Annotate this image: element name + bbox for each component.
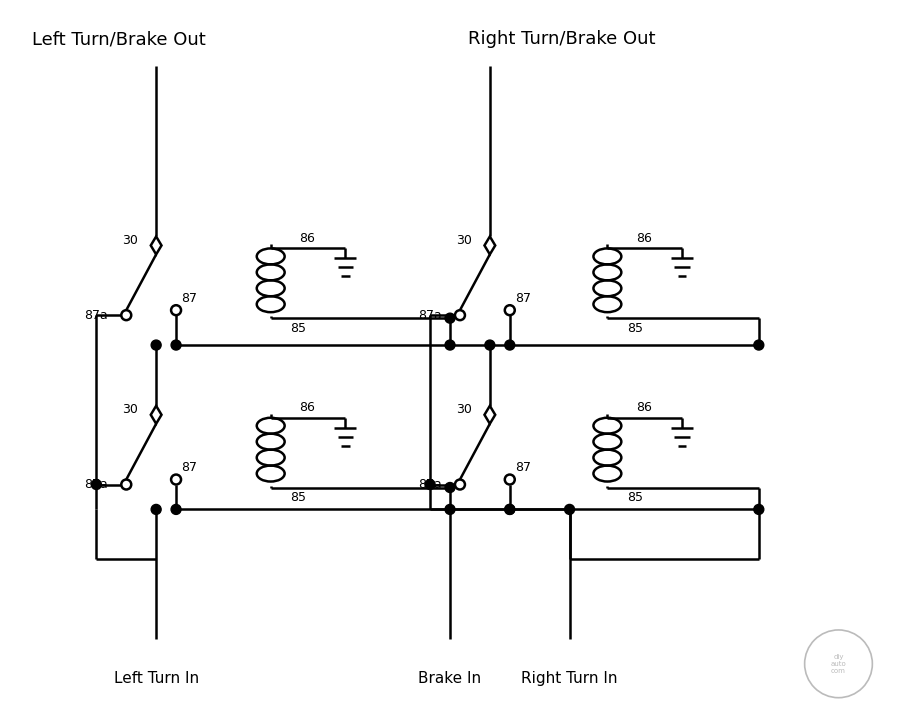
Text: 30: 30 xyxy=(123,403,138,416)
Circle shape xyxy=(445,482,455,493)
Text: 87: 87 xyxy=(181,292,197,305)
Text: Left Turn/Brake Out: Left Turn/Brake Out xyxy=(32,30,206,48)
Circle shape xyxy=(171,305,181,315)
Text: 87a: 87a xyxy=(419,478,442,491)
Text: 85: 85 xyxy=(290,321,307,334)
Circle shape xyxy=(565,505,575,514)
Circle shape xyxy=(505,305,515,315)
Text: diy
auto
com: diy auto com xyxy=(831,654,846,674)
Circle shape xyxy=(445,313,455,323)
Text: Right Turn/Brake Out: Right Turn/Brake Out xyxy=(468,30,656,48)
Text: 85: 85 xyxy=(627,491,643,504)
Circle shape xyxy=(91,480,101,490)
Circle shape xyxy=(121,480,131,490)
Text: 87a: 87a xyxy=(419,308,442,321)
Text: 87a: 87a xyxy=(85,308,108,321)
Text: 85: 85 xyxy=(290,491,307,504)
Circle shape xyxy=(121,310,131,320)
Circle shape xyxy=(455,310,465,320)
Text: 30: 30 xyxy=(456,403,472,416)
Text: 86: 86 xyxy=(636,232,652,245)
Text: 85: 85 xyxy=(627,321,643,334)
Circle shape xyxy=(152,340,161,350)
Circle shape xyxy=(505,505,515,514)
Text: 87a: 87a xyxy=(85,478,108,491)
Text: 87: 87 xyxy=(515,292,530,305)
Text: Brake In: Brake In xyxy=(419,672,482,686)
Circle shape xyxy=(754,340,764,350)
Circle shape xyxy=(505,475,515,485)
Circle shape xyxy=(505,505,515,514)
Text: 86: 86 xyxy=(636,401,652,414)
Text: 86: 86 xyxy=(299,401,316,414)
Text: 30: 30 xyxy=(456,234,472,247)
Circle shape xyxy=(485,340,495,350)
Circle shape xyxy=(171,340,181,350)
Text: 86: 86 xyxy=(299,232,316,245)
Circle shape xyxy=(171,505,181,514)
Text: Right Turn In: Right Turn In xyxy=(521,672,618,686)
Circle shape xyxy=(152,505,161,514)
Circle shape xyxy=(445,505,455,514)
Circle shape xyxy=(445,340,455,350)
Circle shape xyxy=(505,340,515,350)
Text: 87: 87 xyxy=(515,461,530,474)
Circle shape xyxy=(754,505,764,514)
Circle shape xyxy=(455,480,465,490)
Circle shape xyxy=(171,475,181,485)
Text: 30: 30 xyxy=(123,234,138,247)
Text: 87: 87 xyxy=(181,461,197,474)
Circle shape xyxy=(425,480,435,490)
Text: Left Turn In: Left Turn In xyxy=(114,672,198,686)
